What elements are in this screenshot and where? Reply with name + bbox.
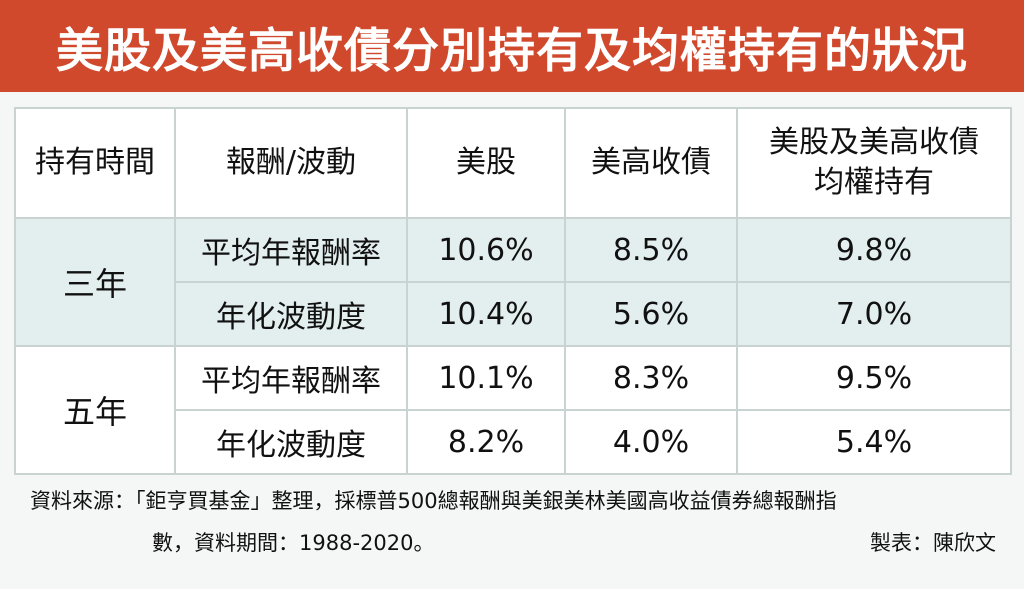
header-metric: 報酬/波動 <box>174 107 408 219</box>
source-note-line2: 數，資料期間：1988-2020。 <box>152 531 435 555</box>
metric-cell: 平均年報酬率 <box>174 345 408 411</box>
header-us-stocks: 美股 <box>406 107 566 219</box>
us-stocks-cell: 10.1% <box>406 345 566 411</box>
equal-weight-cell: 9.8% <box>736 217 1012 283</box>
equal-weight-cell: 7.0% <box>736 281 1012 347</box>
us-stocks-cell: 8.2% <box>406 409 566 475</box>
metric-cell: 年化波動度 <box>174 409 408 475</box>
source-note-line1: 資料來源：「鉅亨買基金」整理，採標普500總報酬與美銀美林美國高收益債券總報酬指 <box>30 489 837 513</box>
us-stocks-cell: 10.6% <box>406 217 566 283</box>
title-banner: 美股及美高收債分別持有及均權持有的狀況 <box>0 0 1024 92</box>
us-high-yield-cell: 4.0% <box>564 409 738 475</box>
table-row: 年化波動度 10.4% 5.6% 7.0% <box>15 281 1012 347</box>
comparison-table-wrapper: 持有時間 報酬/波動 美股 美高收債 美股及美高收債 均權持有 三年 平均年報酬… <box>14 107 1012 475</box>
table-row: 五年 平均年報酬率 10.1% 8.3% 9.5% <box>14 345 1012 475</box>
us-high-yield-cell: 8.3% <box>564 345 738 411</box>
header-us-high-yield: 美高收債 <box>564 107 738 219</box>
us-stocks-cell: 10.4% <box>406 281 566 347</box>
us-high-yield-cell: 5.6% <box>564 281 738 347</box>
table-row: 年化波動度 8.2% 4.0% 5.4% <box>15 409 1012 475</box>
period-cell: 五年 <box>14 345 176 475</box>
footnotes: 資料來源：「鉅亨買基金」整理，採標普500總報酬與美銀美林美國高收益債券總報酬指… <box>14 482 1010 582</box>
period-cell: 三年 <box>14 217 176 347</box>
header-equal-weight: 美股及美高收債 均權持有 <box>736 107 1012 219</box>
credit-note: 製表：陳欣文 <box>870 531 996 555</box>
comparison-table: 持有時間 報酬/波動 美股 美高收債 美股及美高收債 均權持有 三年 平均年報酬… <box>14 107 1012 475</box>
header-equal-weight-line2: 均權持有 <box>814 165 934 200</box>
page-title: 美股及美高收債分別持有及均權持有的狀況 <box>56 23 968 79</box>
header-equal-weight-line1: 美股及美高收債 <box>769 125 979 160</box>
table-row: 三年 平均年報酬率 10.6% 8.5% 9.8% <box>14 217 1012 347</box>
metric-cell: 年化波動度 <box>174 281 408 347</box>
equal-weight-cell: 5.4% <box>736 409 1012 475</box>
metric-cell: 平均年報酬率 <box>174 217 408 283</box>
header-row: 持有時間 報酬/波動 美股 美高收債 美股及美高收債 均權持有 <box>14 107 1012 219</box>
us-high-yield-cell: 8.5% <box>564 217 738 283</box>
equal-weight-cell: 9.5% <box>736 345 1012 411</box>
header-holding-period: 持有時間 <box>14 107 176 219</box>
